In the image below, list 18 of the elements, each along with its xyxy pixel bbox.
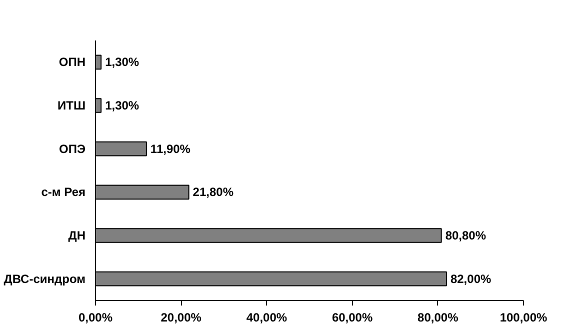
x-tick-label: 80,00% — [418, 310, 459, 324]
data-label: 21,80% — [192, 185, 234, 200]
y-tick-label: ОПЭ — [59, 142, 86, 156]
y-tick-label: ОПН — [58, 55, 86, 70]
data-label: 80,80% — [445, 228, 486, 242]
data-label: 1,30% — [105, 55, 140, 70]
data-label: 11,90% — [150, 142, 191, 156]
y-tick-label: с-м Рея — [41, 185, 86, 200]
data-label: 82,00% — [450, 272, 492, 286]
x-tick-label: 40,00% — [246, 310, 288, 324]
x-tick-label: 60,00% — [332, 310, 373, 324]
x-tick-label: 0,00% — [78, 310, 113, 324]
x-tick-label: 20,00% — [160, 310, 202, 324]
data-label: 1,30% — [105, 98, 140, 112]
x-tick-label: 100,00% — [500, 310, 548, 324]
y-tick-label: ДН — [68, 228, 86, 242]
y-tick-label: ИТШ — [57, 98, 86, 112]
y-tick-label: ДВС-синдром — [4, 272, 86, 286]
